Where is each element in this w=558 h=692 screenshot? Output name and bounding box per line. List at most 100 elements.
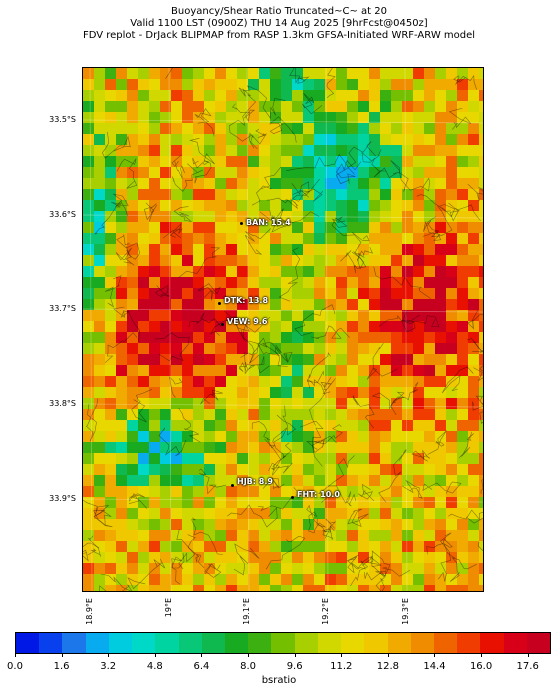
grid-cell [479,354,483,365]
grid-cell [380,464,391,475]
grid-cell [347,442,358,453]
lon-label: 19.2°E [321,598,330,625]
grid-cell [149,211,160,222]
grid-cell [391,431,402,442]
terrain-contour [268,442,292,476]
site-marker-vew[interactable] [221,323,224,326]
grid-cell [215,530,226,541]
grid-cell [380,244,391,255]
grid-cell [94,90,105,101]
grid-cell [83,310,94,321]
grid-cell [413,310,424,321]
grid-cell [380,288,391,299]
grid-cell [303,244,314,255]
grid-cell [204,442,215,453]
grid-cell [215,409,226,420]
grid-cell [160,574,171,585]
grid-cell [402,178,413,189]
grid-cell [435,497,446,508]
grid-cell [182,530,193,541]
grid-cell [292,123,303,134]
grid-cell [237,310,248,321]
grid-cell [127,343,138,354]
terrain-contour [259,208,290,233]
grid-cell [171,200,182,211]
grid-cell [215,343,226,354]
grid-cell [325,585,336,591]
grid-cell [413,420,424,431]
grid-cell [182,310,193,321]
grid-cell [116,343,127,354]
grid-cell [215,288,226,299]
grid-cell [347,233,358,244]
grid-cell [479,222,483,233]
grid-cell [237,134,248,145]
grid-cell [281,585,292,591]
site-marker-ban[interactable] [240,222,243,225]
grid-cell [446,156,457,167]
site-marker-fht[interactable] [291,496,294,499]
map-panel[interactable] [82,67,484,592]
site-marker-dtk[interactable] [218,302,221,305]
grid-cell [391,464,402,475]
grid-cell [127,530,138,541]
grid-cell [446,288,457,299]
grid-cell [193,585,204,591]
grid-cell [347,530,358,541]
grid-cell [303,90,314,101]
terrain-contour [449,557,477,582]
grid-cell [468,431,479,442]
grid-cell [138,299,149,310]
grid-cell [226,376,237,387]
grid-cell [325,574,336,585]
terrain-contour [240,337,268,364]
grid-cell [303,354,314,365]
grid-cell [446,79,457,90]
grid-cell [391,222,402,233]
grid-cell [336,277,347,288]
terrain-contour [390,160,430,192]
grid-cell [325,497,336,508]
grid-cell [127,332,138,343]
colorbar-tick-label: 12.8 [376,661,399,672]
grid-cell [193,255,204,266]
grid-cell [127,167,138,178]
grid-cell [380,68,391,79]
grid-cell [402,486,413,497]
grid-cell [479,519,483,530]
grid-cell [391,112,402,123]
grid-cell [226,332,237,343]
grid-cell [457,222,468,233]
grid-cell [457,211,468,222]
grid-cell [380,211,391,222]
grid-cell [314,541,325,552]
colorbar-tick-mark [201,654,203,657]
grid-cell [193,431,204,442]
terrain-contour [169,376,183,398]
grid-cell [380,233,391,244]
colorbar-swatch [132,633,156,653]
grid-cell [358,156,369,167]
grid-cell [424,310,435,321]
site-marker-hjb[interactable] [231,484,234,487]
grid-cell [358,409,369,420]
grid-cell [204,233,215,244]
grid-cell [358,244,369,255]
grid-cell [446,255,457,266]
grid-cell [292,508,303,519]
grid-cell [336,134,347,145]
grid-cell [424,563,435,574]
grid-cell [369,376,380,387]
grid-cell [160,486,171,497]
grid-cell [116,365,127,376]
grid-cell [171,464,182,475]
grid-cell [215,574,226,585]
grid-cell [281,310,292,321]
colorbar-swatch [341,633,365,653]
grid-cell [468,299,479,310]
grid-cell [171,530,182,541]
terrain-contour [251,166,282,206]
grid-cell [457,101,468,112]
grid-cell [204,310,215,321]
grid-cell [226,343,237,354]
